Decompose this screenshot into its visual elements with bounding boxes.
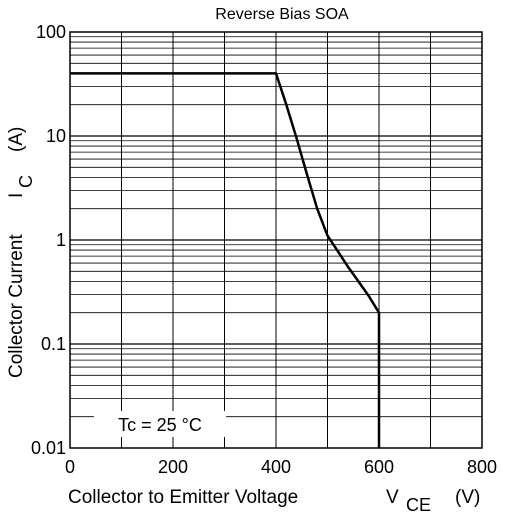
x-tick-label: 600 (364, 457, 394, 477)
plot-frame (69, 31, 483, 449)
x-axis-label: Collector to Emitter Voltage V CE (V) (68, 487, 480, 515)
y-tick-label: 1 (56, 230, 66, 250)
chart-title: Reverse Bias SOA (215, 6, 349, 23)
x-tick-label: 200 (158, 457, 188, 477)
y-axis-label-subscript: C (16, 175, 36, 188)
x-axis-ticks: 0 200 400 600 800 (65, 457, 497, 477)
y-tick-label: 10 (46, 126, 66, 146)
soa-curve (70, 72, 381, 448)
y-axis-label-unit: (A) (6, 127, 27, 152)
y-axis-label-symbol: I (6, 193, 27, 198)
y-axis-ticks: 0.01 0.1 1 10 100 (31, 22, 66, 458)
temperature-annotation: Tc = 25 °C (118, 415, 202, 435)
grid-lines (70, 32, 482, 448)
x-axis-label-subscript: CE (406, 495, 431, 515)
y-axis-label: Collector Current I C (A) (6, 127, 36, 378)
x-tick-label: 400 (261, 457, 291, 477)
annotation-background (94, 411, 226, 437)
x-axis-label-unit: (V) (455, 487, 480, 508)
y-tick-label: 0.01 (31, 438, 66, 458)
x-tick-label: 0 (65, 457, 75, 477)
x-axis-label-symbol: V (386, 487, 399, 508)
y-tick-label: 100 (36, 22, 66, 42)
x-axis-label-main: Collector to Emitter Voltage (68, 487, 298, 508)
x-tick-label: 800 (467, 457, 497, 477)
y-axis-label-main: Collector Current (6, 234, 27, 378)
y-tick-label: 0.1 (41, 334, 66, 354)
